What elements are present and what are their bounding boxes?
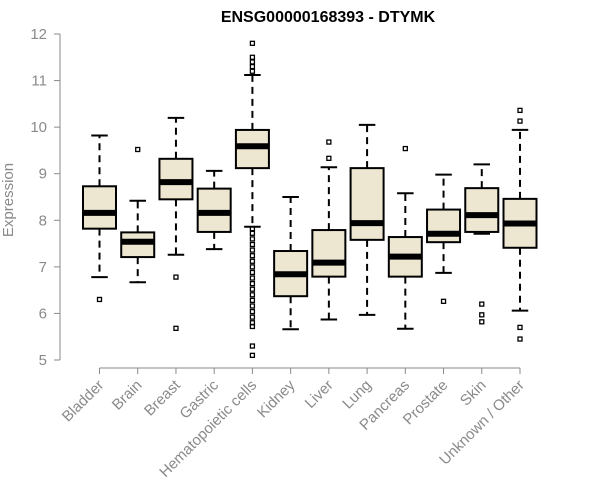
box-group: [234, 40, 270, 358]
chart-title: ENSG00000168393 - DTYMK: [221, 9, 436, 26]
outlier-point: [173, 274, 179, 280]
outlier-point: [249, 236, 256, 242]
plot-area: [82, 40, 538, 358]
outlier-point: [479, 319, 485, 325]
outlier-point: [479, 301, 485, 307]
outlier-point: [249, 280, 256, 287]
y-tick-label: 10: [30, 119, 47, 136]
y-tick-label: 12: [30, 26, 47, 43]
box-group: [311, 139, 347, 321]
x-tick-label: Kidney: [254, 376, 299, 421]
x-tick-label: Skin: [457, 377, 490, 410]
outlier-point: [326, 155, 332, 161]
outlier-point: [249, 264, 256, 270]
box: [311, 229, 347, 278]
box-group: [273, 196, 309, 331]
box: [349, 167, 385, 241]
outlier-point: [249, 63, 256, 70]
outlier-point: [402, 145, 408, 152]
box: [158, 157, 194, 201]
box-group: [464, 163, 500, 325]
outlier-point: [249, 68, 256, 74]
outlier-point: [249, 40, 256, 46]
outlier-point: [249, 308, 256, 315]
box: [426, 208, 462, 244]
outlier-point: [517, 107, 523, 114]
outlier-point: [479, 312, 485, 318]
box-group: [387, 145, 423, 330]
x-tick-label: Liver: [302, 377, 337, 412]
box-group: [349, 123, 385, 316]
outlier-point: [249, 54, 256, 60]
y-tick-label: 9: [39, 166, 47, 183]
outlier-point: [517, 118, 523, 124]
y-tick-label: 6: [39, 305, 47, 322]
outlier-point: [249, 247, 256, 253]
outlier-point: [326, 139, 332, 145]
box-group: [502, 107, 538, 342]
x-tick-label: Bladder: [59, 377, 108, 426]
outlier-point: [440, 298, 447, 304]
y-tick-label: 5: [39, 352, 47, 369]
outlier-point: [249, 286, 256, 292]
outlier-point: [249, 343, 256, 349]
box: [82, 185, 117, 230]
outlier-point: [249, 323, 256, 330]
box-group: [82, 134, 117, 303]
outlier-point: [249, 59, 256, 65]
outlier-point: [249, 314, 256, 320]
outlier-point: [135, 146, 141, 153]
outlier-point: [517, 336, 523, 342]
outlier-point: [96, 296, 103, 303]
box-group: [158, 116, 194, 331]
outlier-point: [249, 258, 256, 264]
outlier-point: [249, 253, 256, 259]
box-group: [120, 146, 156, 284]
outlier-point: [517, 324, 523, 331]
outlier-point: [249, 269, 256, 276]
box-group: [426, 173, 462, 304]
box: [464, 187, 500, 233]
y-axis-label: Expression: [0, 163, 17, 237]
y-tick-label: 7: [39, 259, 47, 276]
outlier-point: [249, 241, 256, 248]
box: [120, 231, 156, 259]
box-group: [196, 169, 232, 251]
y-tick-label: 11: [31, 73, 47, 90]
y-axis: 5 6 7 8 9 10 11 12: [30, 26, 61, 369]
outlier-point: [249, 297, 256, 304]
outlier-point: [249, 230, 256, 236]
outlier-point: [249, 352, 256, 358]
outlier-point: [173, 325, 179, 331]
outlier-point: [249, 303, 256, 309]
x-tick-label: Brain: [109, 377, 146, 414]
y-tick-label: 8: [39, 212, 47, 229]
outlier-point: [249, 226, 256, 232]
outlier-point: [249, 292, 256, 298]
outlier-point: [249, 275, 256, 281]
